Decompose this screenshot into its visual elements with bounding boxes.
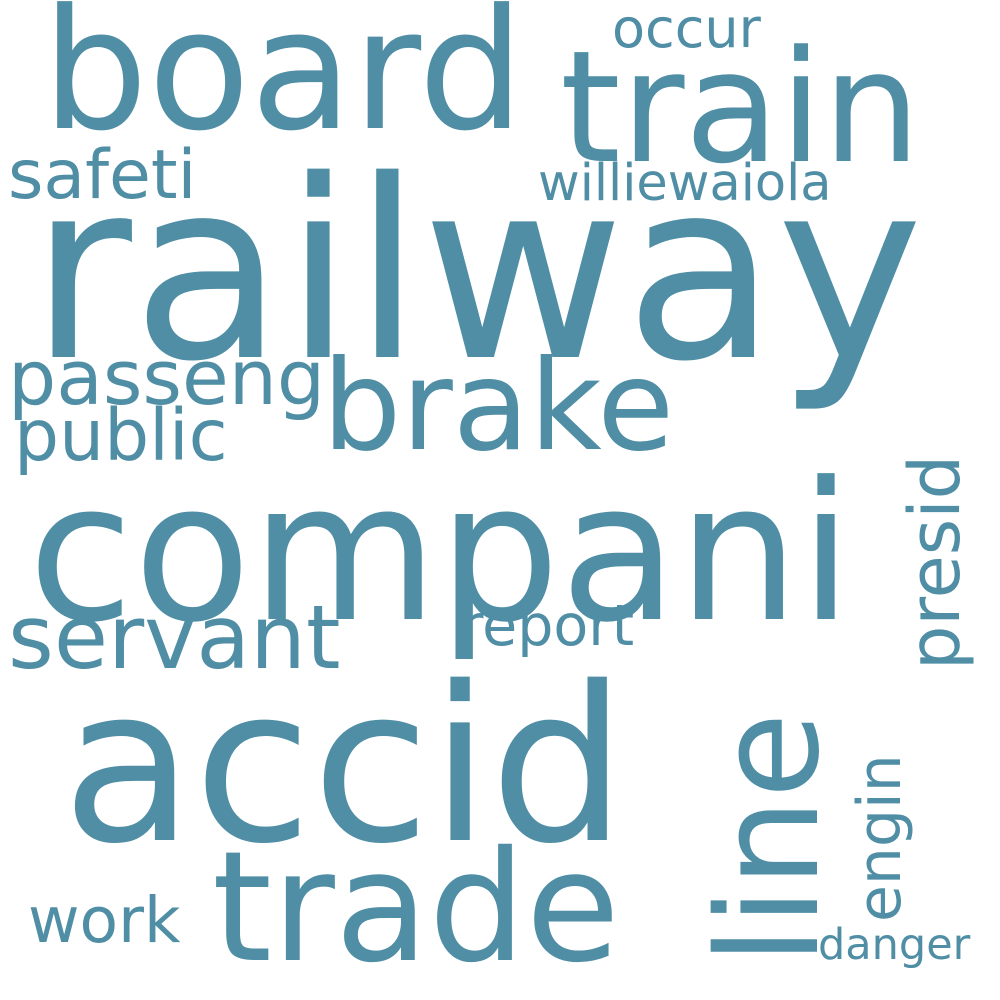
word-danger: danger	[818, 920, 971, 970]
word-train: train	[560, 17, 921, 198]
word-accid: accid	[62, 640, 627, 891]
word-servant: servant	[8, 586, 341, 689]
word-brake: brake	[322, 334, 675, 479]
word-report: report	[460, 593, 635, 659]
word-occur: occur	[612, 0, 761, 60]
word-railway: railway	[30, 128, 924, 416]
word-engin: engin	[845, 754, 915, 922]
word-board: board	[42, 0, 525, 168]
word-work: work	[28, 884, 181, 957]
word-compani: compani	[28, 442, 853, 665]
word-public: public	[14, 394, 228, 477]
word-trade: trade	[212, 819, 620, 997]
word-williewaiola: williewaiola	[538, 154, 832, 213]
word-safeti: safeti	[8, 136, 197, 215]
word-presid: presid	[894, 454, 976, 670]
word-passeng: passeng	[8, 333, 326, 422]
